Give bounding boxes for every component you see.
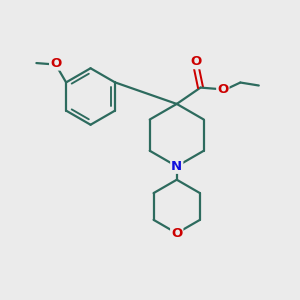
Text: N: N xyxy=(171,160,182,173)
Text: O: O xyxy=(190,55,202,68)
Text: O: O xyxy=(50,57,61,70)
Text: O: O xyxy=(217,82,228,96)
Text: O: O xyxy=(171,227,182,240)
